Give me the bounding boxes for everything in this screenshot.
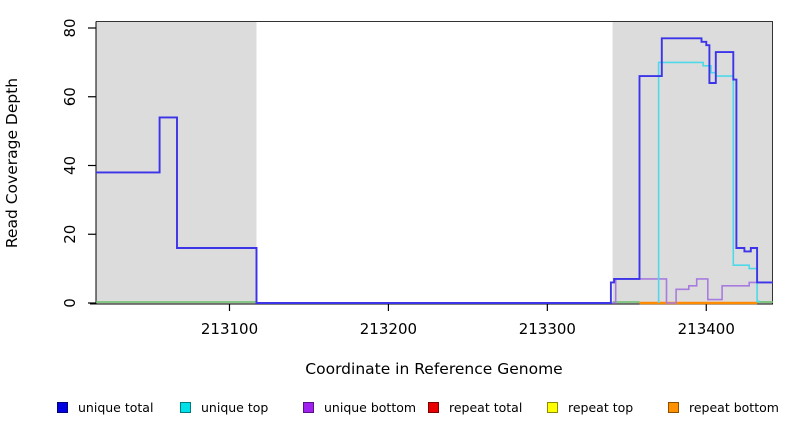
legend-swatch-icon: [428, 401, 439, 413]
legend-label: unique top: [201, 399, 269, 415]
legend: unique total unique top unique bottom repea…: [0, 398, 792, 420]
legend-label: unique bottom: [324, 399, 417, 415]
x-tick-label: 213100: [201, 320, 258, 338]
legend-item-repeat-top: repeat top: [547, 398, 633, 416]
y-tick-label: 60: [61, 87, 79, 106]
legend-swatch-icon: [547, 401, 558, 413]
legend-item-unique-bottom: unique bottom: [303, 398, 416, 416]
legend-swatch-icon: [303, 401, 314, 413]
y-axis-label: Read Coverage Depth: [3, 78, 21, 248]
legend-item-repeat-total: repeat total: [428, 398, 522, 416]
series-unique-total: [96, 37, 773, 304]
x-tick-label: 213200: [360, 320, 417, 338]
y-tick-label: 20: [61, 225, 79, 244]
y-tick-label: 40: [61, 156, 79, 175]
y-tick-label: 0: [61, 298, 79, 308]
legend-item-unique-top: unique top: [180, 398, 268, 416]
shaded-region: [612, 22, 773, 304]
legend-swatch-icon: [180, 401, 191, 413]
legend-item-repeat-bottom: repeat bottom: [668, 398, 779, 416]
x-tick-label: 213300: [519, 320, 576, 338]
legend-label: repeat top: [568, 399, 634, 415]
legend-label: repeat bottom: [689, 399, 779, 415]
legend-item-unique-total: unique total: [57, 398, 153, 416]
legend-label: unique total: [78, 399, 154, 415]
x-axis-label: Coordinate in Reference Genome: [305, 360, 562, 378]
y-tick-label: 80: [61, 18, 79, 37]
x-tick-label: 213400: [678, 320, 735, 338]
legend-swatch-icon: [668, 401, 679, 413]
legend-label: repeat total: [449, 399, 523, 415]
legend-swatch-icon: [57, 401, 68, 413]
